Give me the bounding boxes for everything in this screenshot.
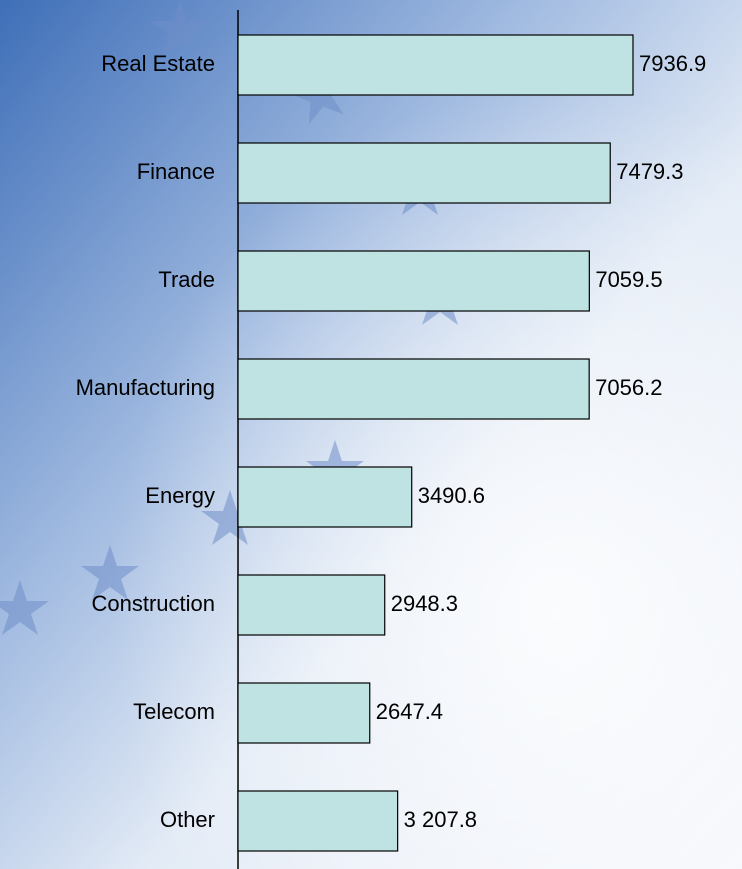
bar (237, 250, 590, 312)
category-label: Trade (158, 267, 215, 292)
value-label: 2948.3 (391, 591, 458, 616)
bar (237, 466, 413, 528)
category-label: Other (160, 807, 215, 832)
bar (237, 358, 590, 420)
bar (237, 142, 611, 204)
category-label: Manufacturing (76, 375, 215, 400)
value-label: 3490.6 (418, 483, 485, 508)
value-label: 7479.3 (616, 159, 683, 184)
value-label: 7056.2 (595, 375, 662, 400)
bar (237, 682, 371, 744)
value-label: 3 207.8 (404, 807, 477, 832)
bar (237, 574, 386, 636)
value-label: 7059.5 (595, 267, 662, 292)
bar (237, 790, 399, 852)
value-label: 2647.4 (376, 699, 443, 724)
category-label: Finance (137, 159, 215, 184)
bar (237, 34, 634, 96)
category-label: Construction (91, 591, 215, 616)
category-label: Real Estate (101, 51, 215, 76)
value-label: 7936.9 (639, 51, 706, 76)
category-label: Energy (145, 483, 215, 508)
category-label: Telecom (133, 699, 215, 724)
